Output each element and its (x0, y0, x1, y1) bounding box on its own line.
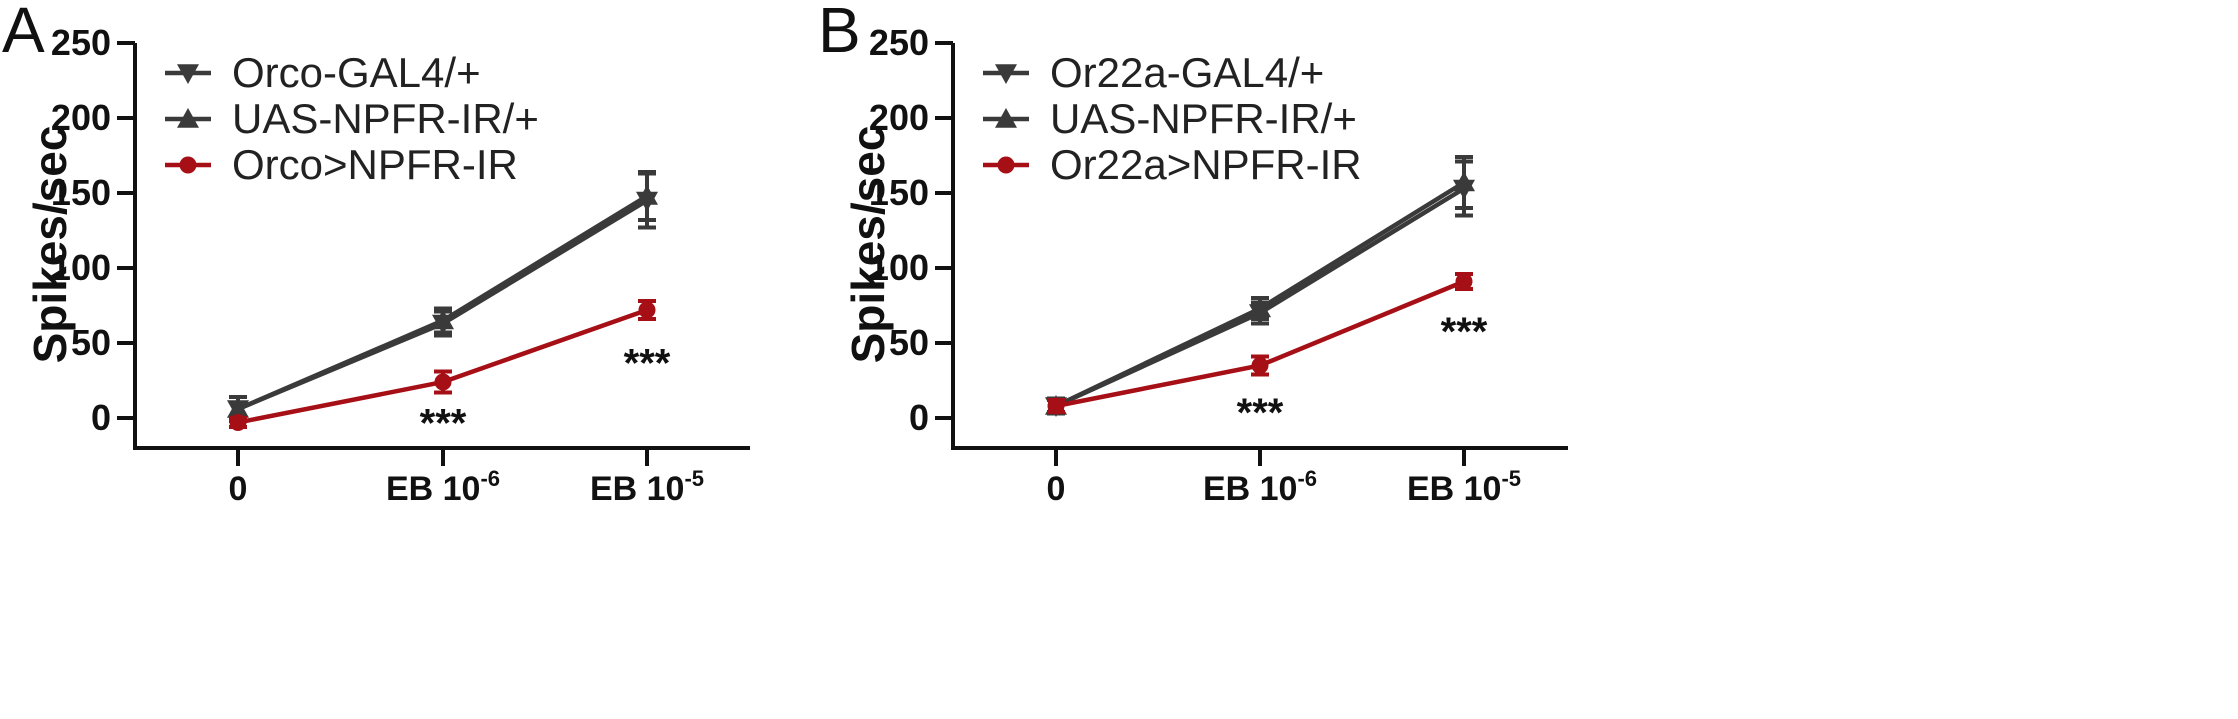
y-tick-label: 100 (51, 247, 111, 288)
x-tick-label: EB 10-6 (386, 466, 500, 508)
series-experimental (229, 299, 656, 431)
panel-b: B 0 50 100 150 200 250 0 EB 10-6 EB 10-5 Spikes/se… (818, 0, 1568, 508)
significance-marker: *** (1237, 391, 1284, 435)
significance-marker: *** (420, 402, 467, 446)
data-point (638, 301, 656, 319)
legend-marker (995, 108, 1017, 128)
legend-marker (997, 156, 1015, 174)
y-tick-label: 50 (889, 322, 929, 363)
data-point (1249, 297, 1271, 318)
legend: Or22a-GAL4/+UAS-NPFR-IR/+Or22a>NPFR-IR (983, 49, 1362, 188)
legend-marker (177, 108, 199, 128)
data-point (229, 414, 247, 431)
legend-label: Or22a>NPFR-IR (1050, 141, 1362, 188)
legend-marker (179, 156, 197, 174)
data-point (1455, 273, 1473, 290)
data-point (636, 185, 658, 205)
y-axis-label: Spikes/sec (842, 126, 894, 364)
x-tick-label: 0 (229, 470, 248, 508)
legend-label: UAS-NPFR-IR/+ (1050, 95, 1357, 142)
legend-label: Or22a-GAL4/+ (1050, 49, 1324, 96)
significance-marker: *** (1441, 310, 1488, 354)
legend-marker (995, 64, 1017, 84)
y-tick-label: 0 (91, 397, 111, 438)
y-tick-label: 250 (51, 22, 111, 63)
y-tick-label: 0 (909, 397, 929, 438)
y-tick-label: 150 (51, 172, 111, 213)
panel-letter: B (818, 0, 861, 66)
data-point (434, 373, 452, 391)
panel-a: A 0 50 100 150 200 250 0 EB 10-6 EB 10-5 Spikes/se… (2, 0, 750, 508)
legend-label: UAS-NPFR-IR/+ (232, 95, 539, 142)
panel-letter: A (2, 0, 45, 66)
legend-marker (177, 64, 199, 84)
y-tick-label: 50 (71, 322, 111, 363)
significance-marker: *** (624, 342, 671, 386)
y-axis-label: Spikes/sec (24, 126, 76, 364)
y-tick-label: 150 (869, 172, 929, 213)
data-point (1251, 357, 1269, 374)
data-point (432, 309, 454, 330)
series-experimental (1047, 272, 1473, 415)
y-tick-label: 200 (869, 97, 929, 138)
data-point (1453, 171, 1475, 192)
data-point (227, 398, 249, 418)
x-tick-label: 0 (1047, 470, 1066, 508)
x-tick-label: EB 10-5 (590, 466, 704, 508)
x-tick-label: EB 10-5 (1407, 466, 1521, 508)
data-point (1047, 397, 1065, 415)
y-tick-label: 200 (51, 97, 111, 138)
legend: Orco-GAL4/+UAS-NPFR-IR/+Orco>NPFR-IR (165, 49, 539, 188)
series-control-1 (227, 170, 658, 423)
legend-label: Orco-GAL4/+ (232, 49, 481, 96)
x-tick-label: EB 10-6 (1203, 466, 1317, 508)
y-tick-label: 100 (869, 247, 929, 288)
legend-label: Orco>NPFR-IR (232, 141, 518, 188)
y-tick-label: 250 (869, 22, 929, 63)
